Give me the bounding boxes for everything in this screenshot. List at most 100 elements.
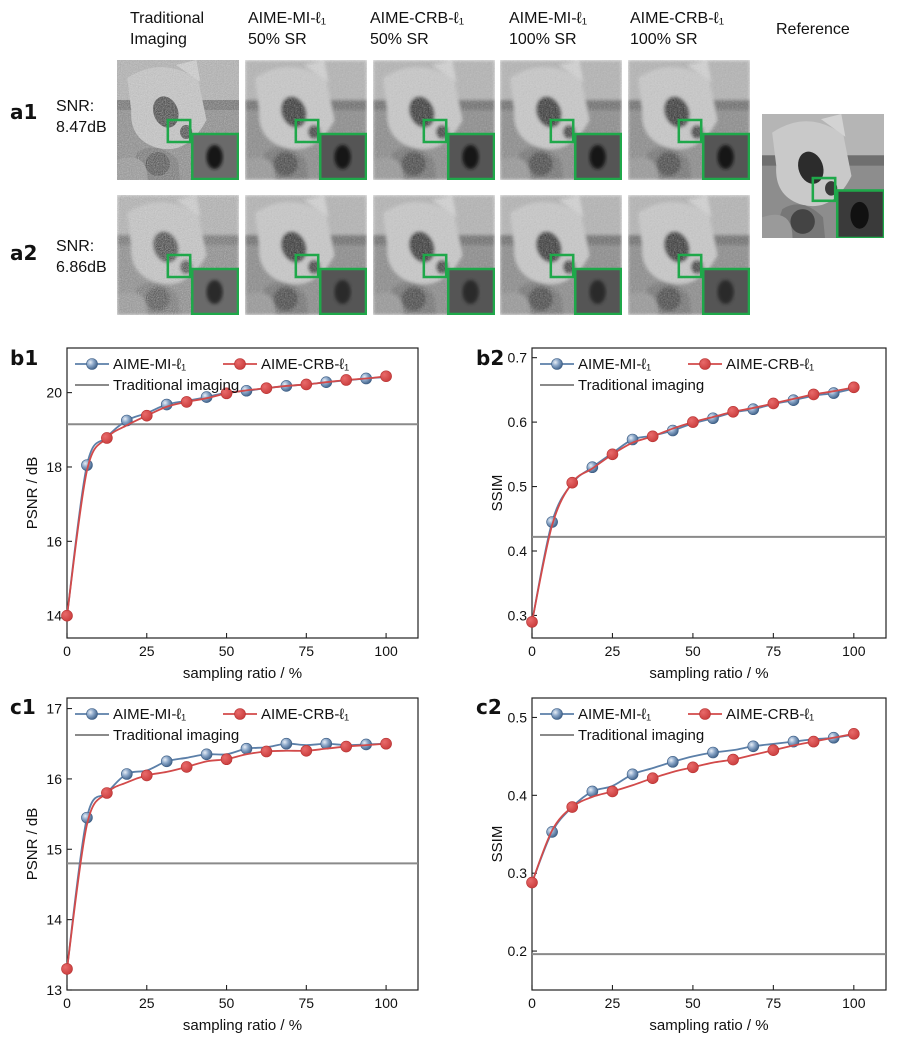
col-header-line1: AIME-MI-ℓ₁	[509, 10, 588, 27]
x-tick-label: 100	[374, 643, 398, 659]
data-point-crb	[807, 388, 820, 401]
col-header-crb-50: AIME-CRB-ℓ₁ 50% SR	[370, 8, 464, 50]
data-point-mi	[160, 755, 173, 768]
x-tick-label: 25	[139, 995, 155, 1011]
legend-label: Traditional imaging	[578, 377, 704, 394]
snr-a1: SNR: 8.47dB	[56, 96, 107, 138]
x-tick-label: 50	[685, 995, 701, 1011]
legend-label: AIME-CRB-ℓ₁	[261, 356, 349, 373]
plot-frame	[66, 347, 419, 639]
data-point-crb	[140, 769, 153, 782]
x-tick-label: 75	[766, 995, 782, 1011]
row-label-a1: a1	[10, 100, 38, 124]
data-point-crb	[61, 609, 73, 622]
data-point-crb	[807, 735, 820, 748]
data-point-crb	[340, 740, 353, 753]
x-tick-label: 50	[219, 995, 235, 1011]
col-header-line2: 50% SR	[248, 31, 307, 48]
y-tick-label: 0.3	[508, 865, 528, 881]
reconstruction-thumbnail	[628, 60, 750, 180]
legend-label: AIME-MI-ℓ₁	[578, 706, 651, 723]
y-tick-label: 0.5	[508, 479, 528, 495]
col-header-crb-100: AIME-CRB-ℓ₁ 100% SR	[630, 8, 724, 50]
y-axis-label: PSNR / dB	[24, 457, 41, 530]
data-point-crb	[180, 396, 193, 408]
data-point-crb	[687, 416, 699, 428]
y-tick-label: 0.3	[508, 607, 528, 623]
row-label-a2: a2	[10, 241, 38, 265]
reconstruction-thumbnail	[117, 195, 239, 315]
x-tick-label: 25	[605, 995, 621, 1011]
data-point-crb	[340, 374, 353, 386]
panel-label-c2: c2	[476, 695, 502, 719]
chart-b2: 0 25 50 75 100 0.3 0.4 0.5 0.6 0.7 sampling ratio …	[489, 347, 887, 682]
legend-marker	[234, 708, 246, 720]
zoom-region-box	[549, 118, 575, 144]
data-point-crb	[260, 745, 273, 758]
reconstruction-thumbnail	[500, 195, 622, 315]
data-point-mi	[121, 768, 133, 780]
reconstruction-thumbnail	[373, 195, 495, 315]
x-tick-label: 75	[766, 643, 782, 659]
data-point-mi	[280, 737, 293, 750]
legend-label: Traditional imaging	[578, 727, 704, 744]
y-tick-label: 0.4	[508, 787, 528, 803]
reconstruction-thumbnail	[245, 60, 367, 180]
x-axis-label: sampling ratio / %	[649, 1017, 768, 1034]
col-header-traditional: Traditional Imaging	[130, 8, 204, 50]
legend-marker	[86, 708, 98, 720]
y-axis-label: SSIM	[489, 475, 506, 512]
series-line-mi	[66, 376, 387, 616]
data-point-crb	[101, 432, 113, 444]
data-point-mi	[626, 768, 639, 781]
x-axis-label: sampling ratio / %	[183, 665, 302, 682]
x-tick-label: 25	[605, 643, 621, 659]
data-point-crb	[727, 753, 739, 766]
x-tick-label: 0	[63, 643, 71, 659]
snr-label: SNR:	[56, 98, 95, 115]
legend-marker	[234, 358, 246, 370]
zoom-region-box	[422, 253, 448, 279]
y-tick-label: 16	[46, 533, 62, 549]
data-point-mi	[827, 387, 840, 399]
series-line-crb	[66, 375, 387, 616]
y-tick-label: 0.7	[508, 350, 528, 366]
col-header-line2: 100% SR	[509, 31, 577, 48]
data-point-crb	[101, 787, 113, 799]
zoom-region-box	[549, 253, 575, 279]
zoom-region-box	[294, 118, 320, 144]
legend-label: AIME-MI-ℓ₁	[578, 356, 651, 373]
plot-frame	[531, 697, 887, 991]
snr-label: SNR:	[56, 238, 95, 255]
legend-marker	[551, 708, 563, 720]
data-point-mi	[747, 740, 760, 753]
plot-frame	[66, 697, 419, 991]
data-point-mi	[200, 748, 213, 761]
col-header-mi-100: AIME-MI-ℓ₁ 100% SR	[509, 8, 587, 50]
panel-label-c1: c1	[10, 695, 36, 719]
col-header-reference: Reference	[776, 19, 850, 40]
data-point-crb	[526, 616, 538, 628]
panel-label-b2: b2	[476, 346, 505, 370]
x-tick-label: 50	[685, 643, 701, 659]
zoom-region-box	[677, 118, 703, 144]
y-axis-label: SSIM	[489, 826, 506, 863]
data-point-crb	[687, 761, 699, 774]
data-point-crb	[260, 382, 273, 394]
series-line-mi	[531, 733, 854, 883]
zoom-region-box	[166, 253, 192, 279]
data-point-mi	[240, 742, 253, 755]
data-point-crb	[848, 728, 860, 740]
x-tick-label: 0	[528, 995, 536, 1011]
x-tick-label: 0	[528, 643, 536, 659]
data-point-crb	[140, 409, 153, 422]
reconstruction-thumbnail	[500, 60, 622, 180]
legend-marker	[699, 358, 711, 370]
data-point-crb	[300, 744, 313, 757]
x-axis-label: sampling ratio / %	[183, 1017, 302, 1034]
col-header-line2: 100% SR	[630, 31, 698, 48]
data-point-crb	[61, 963, 73, 975]
data-point-crb	[767, 397, 780, 410]
legend-label: AIME-CRB-ℓ₁	[726, 706, 814, 723]
chart-c1: 0 25 50 75 100 13 14 15 16 17 sampling ratio / % PS…	[24, 697, 419, 1034]
